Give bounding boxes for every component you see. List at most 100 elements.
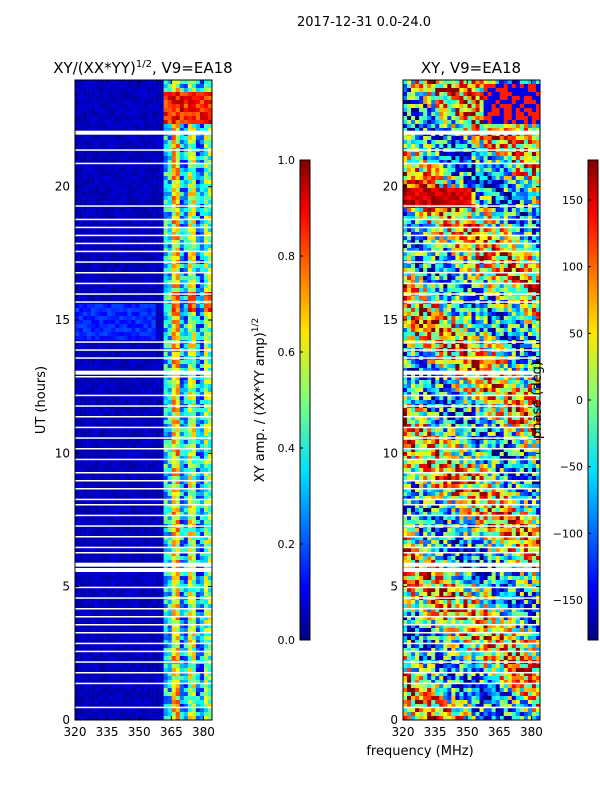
heatmap-cell: [207, 364, 212, 369]
heatmap-cell: [107, 364, 112, 369]
heatmap-cell: [163, 588, 168, 593]
heatmap-cell: [159, 636, 164, 641]
heatmap-cell: [143, 244, 148, 249]
heatmap-cell: [123, 120, 128, 125]
heatmap-cell: [95, 80, 100, 85]
heatmap-cell: [139, 120, 144, 125]
heatmap-cell: [135, 180, 140, 185]
heatmap-cell: [103, 496, 108, 501]
heatmap-cell: [191, 424, 197, 429]
heatmap-cell: [99, 168, 104, 173]
heatmap-cell: [111, 480, 116, 485]
heatmap-cell: [159, 604, 164, 609]
heatmap-cell: [79, 512, 84, 517]
heatmap-cell: [195, 416, 201, 421]
heatmap-cell: [99, 584, 104, 589]
heatmap-cell: [191, 644, 197, 649]
heatmap-cell: [99, 256, 104, 261]
heatmap-cell: [131, 276, 136, 281]
heatmap-cell: [155, 228, 160, 233]
heatmap-cell: [143, 640, 148, 645]
heatmap-cell: [195, 384, 201, 389]
heatmap-cell: [103, 80, 108, 85]
heatmap-cell: [135, 444, 140, 449]
heatmap-cell: [127, 192, 132, 197]
heatmap-cell: [75, 500, 80, 505]
heatmap-cell: [203, 252, 209, 257]
heatmap-cell: [107, 652, 112, 657]
heatmap-cell: [167, 392, 173, 397]
heatmap-cell: [75, 188, 80, 193]
heatmap-cell: [175, 216, 181, 221]
heatmap-cell: [175, 276, 181, 281]
heatmap-cell: [155, 652, 160, 657]
heatmap-cell: [103, 236, 108, 241]
heatmap-cell: [107, 104, 112, 109]
heatmap-cell: [207, 556, 212, 561]
heatmap-cell: [207, 468, 212, 473]
heatmap-cell: [155, 576, 160, 581]
heatmap-cell: [79, 312, 84, 317]
heatmap-cell: [167, 456, 173, 461]
heatmap-cell: [179, 172, 185, 177]
heatmap-cell: [171, 580, 177, 585]
heatmap-cell: [155, 136, 160, 141]
heatmap-cell: [195, 576, 201, 581]
heatmap-cell: [123, 476, 128, 481]
heatmap-cell: [203, 560, 209, 565]
heatmap-cell: [195, 216, 201, 221]
heatmap-cell: [119, 388, 124, 393]
heatmap-cell: [199, 432, 205, 437]
heatmap-cell: [207, 640, 212, 645]
heatmap-cell: [147, 208, 152, 213]
heatmap-cell: [163, 600, 168, 605]
heatmap-cell: [103, 332, 108, 337]
heatmap-cell: [187, 236, 193, 241]
heatmap-cell: [83, 160, 88, 165]
heatmap-cell: [127, 364, 132, 369]
heatmap-cell: [111, 512, 116, 517]
heatmap-cell: [135, 152, 140, 157]
heatmap-cell: [131, 592, 136, 597]
heatmap-cell: [203, 156, 209, 161]
heatmap-cell: [131, 504, 136, 509]
heatmap-cell: [167, 432, 173, 437]
heatmap-cell: [155, 144, 160, 149]
heatmap-cell: [95, 224, 100, 229]
heatmap-cell: [115, 316, 120, 321]
heatmap-cell: [111, 664, 116, 669]
heatmap-cell: [195, 120, 201, 125]
heatmap-cell: [163, 644, 168, 649]
heatmap-cell: [203, 496, 209, 501]
heatmap-cell: [199, 636, 205, 641]
heatmap-cell: [175, 556, 181, 561]
heatmap-cell: [179, 472, 185, 477]
heatmap-cell: [139, 196, 144, 201]
heatmap-cell: [147, 256, 152, 261]
heatmap-cell: [167, 624, 173, 629]
heatmap-cell: [119, 224, 124, 229]
heatmap-cell: [179, 88, 185, 93]
heatmap-cell: [151, 608, 156, 613]
heatmap-cell: [87, 152, 92, 157]
heatmap-cell: [111, 368, 116, 373]
heatmap-cell: [203, 332, 209, 337]
heatmap-cell: [83, 360, 88, 365]
heatmap-cell: [207, 504, 212, 509]
heatmap-cell: [95, 488, 100, 493]
heatmap-cell: [203, 388, 209, 393]
heatmap-cell: [183, 136, 189, 141]
heatmap-cell: [167, 388, 173, 393]
heatmap-cell: [95, 236, 100, 241]
heatmap-cell: [111, 556, 116, 561]
heatmap-cell: [203, 508, 209, 513]
heatmap-cell: [203, 656, 209, 661]
heatmap-cell: [135, 420, 140, 425]
heatmap-cell: [199, 328, 205, 333]
heatmap-cell: [139, 252, 144, 257]
heatmap-cell: [103, 532, 108, 537]
heatmap-cell: [115, 296, 120, 301]
heatmap-cell: [123, 580, 128, 585]
heatmap-cell: [147, 640, 152, 645]
heatmap-cell: [115, 448, 120, 453]
